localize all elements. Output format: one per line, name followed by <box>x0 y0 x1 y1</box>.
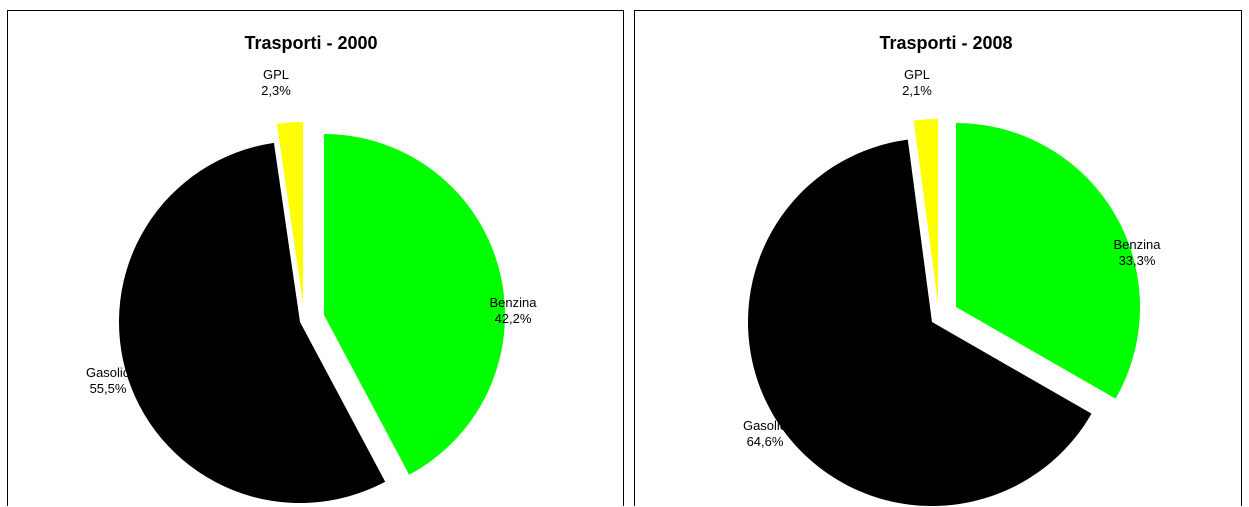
pie-slice-benzina <box>324 134 505 475</box>
slice-label-value: 2,3% <box>261 83 291 98</box>
slice-label-name: Gasolio <box>743 418 787 433</box>
slice-label-name: GPL <box>904 67 930 82</box>
slice-label-benzina: Benzina 42,2% <box>490 295 538 326</box>
pie-slice-gasolio <box>748 139 1092 507</box>
slice-label-name: Gasolio <box>86 365 130 380</box>
pie-chart-2000: Trasporti - 2000 Benzina 42,2% Gasolio 55,5… <box>86 33 538 504</box>
chart-title: Trasporti - 2008 <box>879 33 1012 53</box>
slice-label-name: Benzina <box>1114 237 1162 252</box>
slice-label-gasolio: Gasolio 64,6% <box>743 418 787 449</box>
slice-label-value: 33,3% <box>1119 253 1156 268</box>
slice-label-gpl: GPL 2,1% <box>902 67 932 98</box>
slice-label-value: 42,2% <box>495 311 532 326</box>
chart-panel-2000: Trasporti - 2000 Benzina 42,2% Gasolio 55,5… <box>7 10 624 506</box>
slice-label-value: 64,6% <box>747 434 784 449</box>
pie-slice-gasolio <box>118 142 386 504</box>
chart-title: Trasporti - 2000 <box>244 33 377 53</box>
slice-label-benzina: Benzina 33,3% <box>1114 237 1162 268</box>
pie-chart-2008: Trasporti - 2008 Benzina 33,3% Gasolio 64,6… <box>743 33 1162 507</box>
slice-label-value: 55,5% <box>90 381 127 396</box>
pie-slice-benzina <box>956 123 1141 399</box>
slice-label-gasolio: Gasolio 55,5% <box>86 365 130 396</box>
slice-label-value: 2,1% <box>902 83 932 98</box>
pie-slice-gpl <box>276 122 303 303</box>
slice-label-gpl: GPL 2,3% <box>261 67 291 98</box>
chart-panel-2008: Trasporti - 2008 Benzina 33,3% Gasolio 64,6… <box>634 10 1242 507</box>
slice-label-name: GPL <box>263 67 289 82</box>
slice-label-name: Benzina <box>490 295 538 310</box>
pie-slice-gpl <box>913 119 938 303</box>
